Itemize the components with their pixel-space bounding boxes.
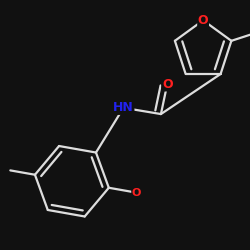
Text: HN: HN (113, 101, 134, 114)
Text: O: O (198, 14, 208, 27)
Text: O: O (132, 188, 141, 198)
Text: O: O (162, 78, 172, 91)
